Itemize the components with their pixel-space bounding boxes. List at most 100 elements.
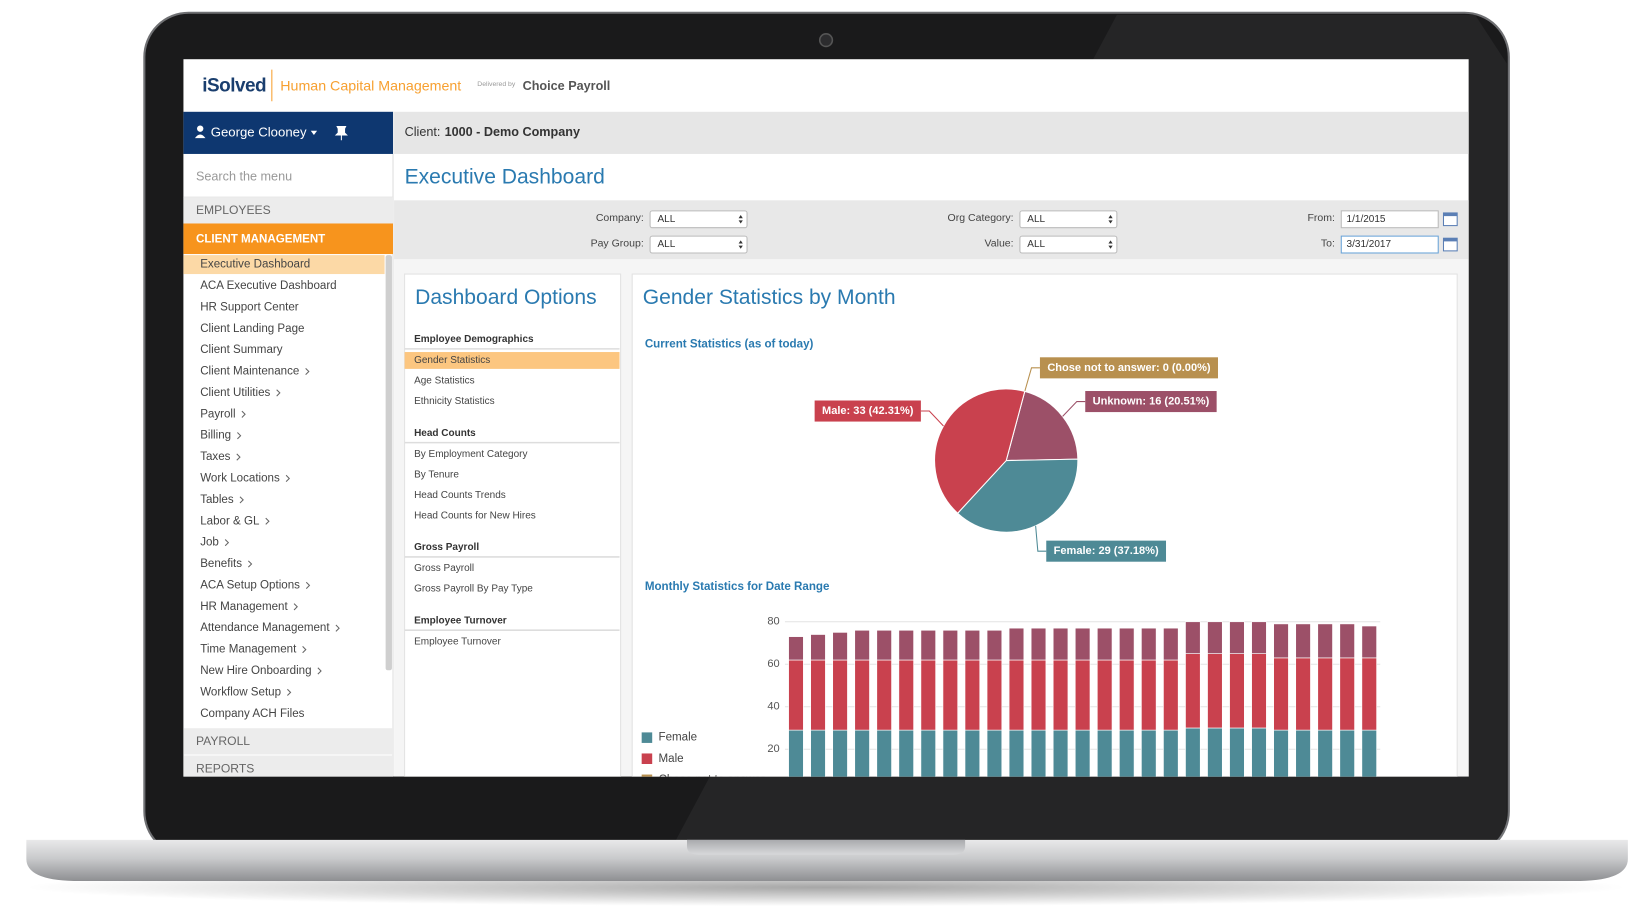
submenu-chevron <box>287 688 292 696</box>
filter-select[interactable] <box>649 210 748 229</box>
bar-segment <box>1008 659 1025 731</box>
submenu-chevron <box>265 517 270 525</box>
menu-item[interactable]: Labor & GL <box>200 515 260 527</box>
option-item[interactable]: Head Counts for New Hires <box>414 511 536 522</box>
submenu-chevron <box>317 667 322 675</box>
option-item[interactable]: Gender Statistics <box>414 355 490 366</box>
menu-item[interactable]: HR Support Center <box>200 301 299 313</box>
scrollbar <box>385 255 392 671</box>
menu-item[interactable]: Taxes <box>200 451 230 463</box>
menu-item[interactable]: Time Management <box>200 644 297 656</box>
bar-segment <box>876 629 892 661</box>
menu-item[interactable]: Tables <box>200 494 234 506</box>
bar-segment <box>1008 627 1025 661</box>
menu-item[interactable]: Payroll <box>200 408 235 420</box>
filter-value[interactable]: ALL <box>657 214 675 225</box>
submenu-chevron <box>285 474 291 482</box>
bar-segment <box>1229 653 1245 729</box>
submenu-chevron <box>276 389 281 397</box>
option-item[interactable]: By Tenure <box>414 469 459 480</box>
pin-icon[interactable] <box>334 126 348 141</box>
select-arrows <box>738 215 743 224</box>
date-value[interactable]: 1/1/2015 <box>1347 214 1386 225</box>
menu-item[interactable]: Billing <box>200 430 231 442</box>
option-item[interactable]: Head Counts Trends <box>414 490 506 501</box>
menu-item[interactable]: Client Summary <box>200 344 283 356</box>
user-name[interactable]: George Clooney <box>211 124 307 139</box>
bar-segment <box>942 659 959 731</box>
bar-segment <box>1030 627 1047 661</box>
menu-item[interactable]: ACA Setup Options <box>200 579 300 591</box>
submenu-chevron <box>224 539 230 547</box>
menu-item[interactable]: Benefits <box>200 558 242 570</box>
page-title: Executive Dashboard <box>405 166 605 189</box>
filter-value[interactable]: ALL <box>657 239 675 250</box>
bar-segment <box>1361 625 1377 659</box>
menu-item[interactable]: Work Locations <box>200 473 280 485</box>
option-item[interactable]: By Employment Category <box>414 449 527 460</box>
legend-label[interactable]: Male <box>659 753 684 765</box>
menu-item[interactable]: Company ACH Files <box>200 708 304 720</box>
pie-connector <box>1035 525 1047 552</box>
menu-section-label[interactable]: EMPLOYEES <box>196 203 271 217</box>
bar-segment <box>810 659 826 731</box>
menu-item[interactable]: Job <box>200 537 219 549</box>
menu-item[interactable]: New Hire Onboarding <box>200 665 311 677</box>
bar-segment <box>1229 621 1245 654</box>
options-heading: Employee Turnover <box>414 615 507 626</box>
pie-label: Female: 29 (37.18%) <box>1054 545 1159 557</box>
filter-value[interactable]: ALL <box>1027 239 1045 250</box>
menu-search[interactable]: Search the menu <box>196 169 292 183</box>
bar-segment <box>854 659 870 731</box>
menu-item[interactable]: HR Management <box>200 601 288 613</box>
pie-label: Chose not to answer: 0 (0.00%) <box>1047 362 1211 374</box>
select-arrows <box>1108 240 1113 249</box>
filter-select[interactable] <box>649 235 748 254</box>
menu-section-label[interactable]: CLIENT MANAGEMENT <box>196 233 325 245</box>
menu-section[interactable] <box>183 728 394 755</box>
option-item[interactable]: Employee Turnover <box>414 636 501 647</box>
menu-section[interactable] <box>183 755 394 782</box>
submenu-chevron <box>335 624 340 632</box>
user-caret[interactable] <box>310 130 318 135</box>
menu-section[interactable] <box>183 197 394 224</box>
menu-item[interactable]: Executive Dashboard <box>200 259 310 271</box>
filter-label: To: <box>1321 237 1335 249</box>
legend-swatch[interactable] <box>641 753 653 765</box>
option-item[interactable]: Ethnicity Statistics <box>414 396 495 407</box>
pie-title: Current Statistics (as of today) <box>645 339 814 351</box>
menu-item[interactable]: Client Landing Page <box>200 323 304 335</box>
bar-segment <box>1030 659 1047 731</box>
menu-item[interactable]: Client Maintenance <box>200 366 299 378</box>
legend-label[interactable]: Chose not to answer <box>659 774 765 786</box>
legend-swatch[interactable] <box>641 732 653 743</box>
menu-item[interactable]: Workflow Setup <box>200 686 281 698</box>
option-item[interactable]: Gross Payroll <box>414 563 474 574</box>
legend-label[interactable]: Female <box>659 732 698 744</box>
calendar-icon-top <box>1443 238 1458 242</box>
laptop-base <box>26 839 1628 881</box>
option-item[interactable]: Gross Payroll By Pay Type <box>414 584 533 595</box>
menu-item[interactable]: Attendance Management <box>200 622 330 634</box>
bar-segment <box>1119 659 1135 731</box>
menu-item[interactable]: Client Utilities <box>200 387 270 399</box>
menu-item-highlight[interactable] <box>183 255 385 275</box>
filter-select[interactable] <box>1019 210 1118 229</box>
menu-item[interactable]: ACA Executive Dashboard <box>200 280 336 292</box>
bar-segment <box>832 659 848 731</box>
date-value[interactable]: 3/31/2017 <box>1347 239 1392 250</box>
menu-section-label[interactable]: PAYROLL <box>196 734 250 748</box>
bar-segment <box>898 659 914 731</box>
option-highlight[interactable] <box>404 352 620 369</box>
pie-label-box <box>1085 391 1217 413</box>
date-input[interactable] <box>1340 235 1439 254</box>
option-item[interactable]: Age Statistics <box>414 376 475 387</box>
filter-select[interactable] <box>1019 235 1118 254</box>
date-input[interactable] <box>1340 210 1439 229</box>
legend-swatch[interactable] <box>641 774 653 786</box>
product-name: Human Capital Management <box>280 78 461 94</box>
filter-value[interactable]: ALL <box>1027 214 1045 225</box>
partner-name: Choice Payroll <box>523 79 611 93</box>
menu-section-active[interactable] <box>183 223 394 255</box>
menu-section-label[interactable]: REPORTS <box>196 761 254 775</box>
